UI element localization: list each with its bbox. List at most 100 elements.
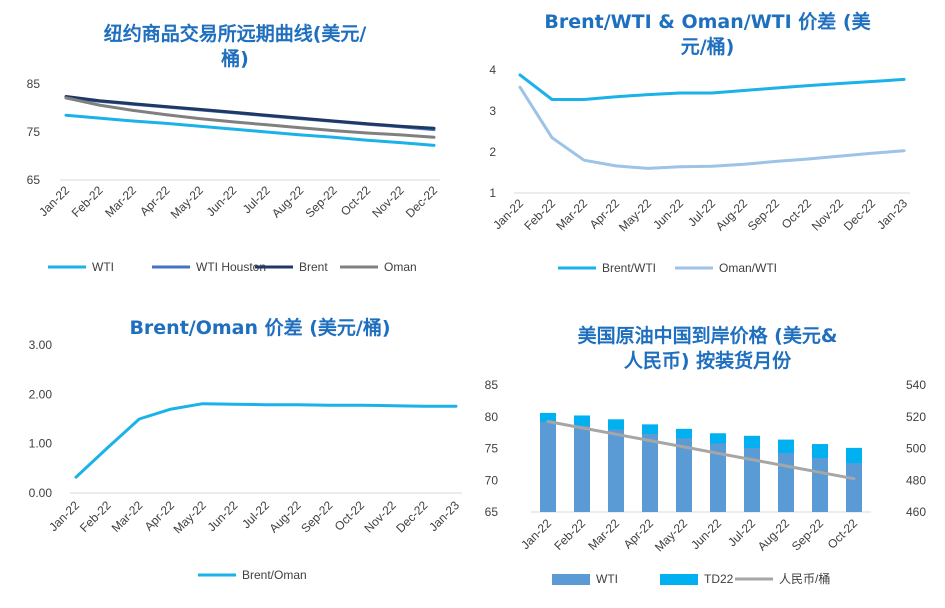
- x-tick-label: Feb-22: [521, 196, 558, 233]
- y-tick-label: 3: [489, 104, 496, 118]
- legend-label: WTI: [92, 260, 114, 274]
- chart-title-line-2: 元/桶): [680, 36, 735, 58]
- legend-label: WTI Houston: [196, 260, 266, 274]
- series-line-brent-oman: [74, 402, 458, 479]
- legend-label: TD22: [704, 572, 734, 586]
- bar-wti: [846, 463, 862, 512]
- x-tick-label: Jan-23: [874, 196, 910, 232]
- chart-title-line-2: 桶): [221, 48, 249, 70]
- x-tick-label: Feb-22: [551, 516, 588, 553]
- y2-tick-label: 500: [906, 442, 926, 456]
- chart-title: 纽约商品交易所远期曲线(美元/ 桶): [0, 22, 470, 72]
- x-tick-label: Mar-22: [109, 498, 146, 535]
- y-tick-label: 80: [485, 410, 499, 424]
- x-tick-label: Dec-22: [841, 196, 878, 233]
- bar-wti: [642, 433, 658, 512]
- x-tick-label: Jan-22: [36, 183, 72, 219]
- x-tick-label: Jan-22: [46, 498, 82, 534]
- x-tick-label: Oct-22: [779, 196, 815, 232]
- y-tick-label: 65: [27, 173, 41, 187]
- y-tick-label: 2: [489, 145, 496, 159]
- chart-title-line-1: 纽约商品交易所远期曲线(美元/: [103, 23, 367, 45]
- legend-label: Brent/WTI: [602, 261, 656, 275]
- y2-tick-label: 480: [906, 473, 926, 487]
- x-tick-label: Feb-22: [69, 183, 106, 220]
- bar-wti: [676, 438, 692, 512]
- bar-wti: [540, 421, 556, 512]
- x-tick-label: Mar-22: [102, 183, 139, 220]
- series-line-oman-wti: [518, 85, 906, 170]
- x-tick-label: Oct-22: [825, 516, 861, 552]
- x-tick-label: Sep-22: [298, 498, 335, 535]
- x-tick-label: May-22: [652, 516, 690, 554]
- x-tick-label: Jun-22: [688, 516, 724, 552]
- x-tick-label: Nov-22: [809, 196, 846, 233]
- series-line-brent-wti: [518, 73, 906, 101]
- series-line-rmb: [546, 420, 856, 481]
- chart-plot: 65 70 75 80 85 460 480 500 520 540 Jan-22Feb-22Mar…: [485, 378, 927, 586]
- chart-title-line-1: Brent/WTI & Oman/WTI 价差 (美: [544, 11, 871, 33]
- chart-brent-oman-wti-spread: Brent/WTI & Oman/WTI 价差 (美 元/桶) 1 2 3 4 Jan-…: [470, 0, 945, 300]
- bar-wti: [710, 443, 726, 512]
- chart-title: 美国原油中国到岸价格 (美元& 人民币) 按装货月份: [470, 324, 945, 374]
- chart-plot: 1234Jan-22Feb-22Mar-22Apr-22May-22Jun-22…: [489, 63, 910, 275]
- x-tick-label: Aug-22: [755, 516, 792, 553]
- series-line-oman: [64, 96, 436, 139]
- legend-swatch: [552, 574, 590, 585]
- chart-title-line-1: 美国原油中国到岸价格 (美元&: [577, 325, 838, 347]
- y-tick-label: 75: [485, 442, 499, 456]
- bar-wti: [608, 429, 624, 512]
- x-tick-label: Aug-22: [713, 196, 750, 233]
- x-tick-label: Sep-22: [302, 183, 339, 220]
- x-tick-label: Sep-22: [745, 196, 782, 233]
- x-tick-label: Jul-22: [725, 516, 758, 549]
- y-tick-label: 65: [485, 505, 499, 519]
- y-tick-label: 85: [485, 378, 499, 392]
- x-tick-label: Jun-22: [204, 183, 240, 219]
- bar-wti: [574, 425, 590, 512]
- x-tick-label: Jul-22: [240, 183, 273, 216]
- x-tick-label: Nov-22: [369, 183, 406, 220]
- chart-title: Brent/WTI & Oman/WTI 价差 (美 元/桶): [470, 10, 945, 60]
- x-tick-label: Sep-22: [789, 516, 826, 553]
- x-tick-label: Mar-22: [585, 516, 622, 553]
- chart-plot: 65 75 85 Jan-22Feb-22Mar-22Apr-22May-22Jun-…: [27, 77, 441, 274]
- x-tick-label: Jun-22: [650, 196, 686, 232]
- legend-label: Brent: [299, 260, 328, 274]
- x-tick-label: Apr-22: [621, 516, 657, 552]
- x-tick-label: Dec-22: [393, 498, 430, 535]
- legend-label: WTI: [596, 572, 618, 586]
- legend-label: Brent/Oman: [242, 568, 307, 582]
- bar-wti: [744, 447, 760, 512]
- y2-tick-label: 520: [906, 410, 926, 424]
- chart-nymex-forward-curve: 纽约商品交易所远期曲线(美元/ 桶) 65 75 85 Jan-22 Feb-22 Mar…: [0, 0, 470, 300]
- y-tick-label: 2.00: [29, 387, 53, 401]
- legend-label: Oman: [384, 260, 417, 274]
- x-tick-label: Jun-22: [205, 498, 241, 534]
- x-tick-label: Oct-22: [332, 498, 368, 534]
- chart-us-crude-china-cif: 美国原油中国到岸价格 (美元& 人民币) 按装货月份 65 70 75 80 85 460…: [470, 300, 945, 608]
- x-tick-label: Jan-22: [490, 196, 526, 232]
- x-tick-label: Jan-23: [426, 498, 462, 534]
- legend-swatch: [660, 574, 698, 585]
- chart-plot: 0.001.002.003.00Jan-22Feb-22Mar-22Apr-22…: [29, 338, 463, 582]
- bar-wti: [812, 458, 828, 512]
- y-tick-label: 4: [489, 63, 496, 77]
- x-tick-label: Feb-22: [77, 498, 114, 535]
- x-tick-label: Aug-22: [267, 498, 304, 535]
- y-tick-label: 70: [485, 473, 499, 487]
- chart-title: Brent/Oman 价差 (美元/桶): [0, 316, 520, 341]
- y-tick-label: 1.00: [29, 437, 53, 451]
- x-tick-label: Dec-22: [403, 183, 440, 220]
- series-line-wti: [64, 113, 436, 147]
- x-tick-label: May-22: [171, 498, 209, 536]
- chart-title-line-1: Brent/Oman 价差 (美元/桶): [129, 317, 391, 339]
- x-tick-label: Mar-22: [553, 196, 590, 233]
- series-line-brent: [64, 95, 436, 130]
- x-tick-label: Nov-22: [362, 498, 399, 535]
- y2-tick-label: 540: [906, 378, 926, 392]
- y-tick-label: 1: [489, 186, 496, 200]
- y-tick-label: 85: [27, 77, 41, 91]
- chart-title-line-2: 人民币) 按装货月份: [623, 350, 792, 372]
